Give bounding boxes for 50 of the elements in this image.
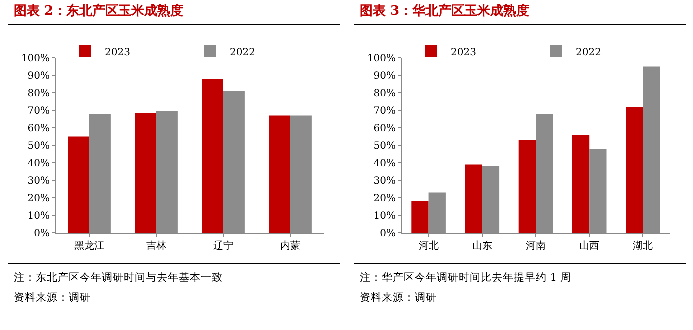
text: 注：华产区今年调研时间比去年提早约 1 周 (360, 271, 572, 286)
bar (202, 79, 224, 233)
y-tick-label: 0% (380, 228, 396, 240)
x-tick-label: 山西 (580, 240, 600, 252)
text: 注：东北产区今年调研时间与去年基本一致 (14, 271, 224, 286)
x-tick-label: 湖北 (633, 240, 654, 252)
bar (135, 113, 156, 233)
y-tick-label: 90% (28, 71, 50, 82)
y-tick-label: 30% (374, 176, 396, 187)
x-tick-label: 内蒙 (280, 240, 300, 252)
y-tick-label: 40% (28, 158, 50, 170)
bar (269, 116, 290, 233)
y-tick-label: 70% (374, 106, 396, 117)
y-tick-label: 50% (28, 141, 50, 152)
bar (68, 136, 90, 233)
x-tick-label: 山东 (472, 240, 492, 252)
legend-label: 2023 (451, 47, 476, 58)
text: 资料来源：调研 (360, 291, 438, 306)
y-tick-label: 90% (374, 71, 396, 82)
legend-label: 2022 (576, 47, 602, 58)
x-tick-label: 黑龙江 (74, 240, 104, 252)
chart-title: 图表 2：东北产区玉米成熟度 (8, 0, 340, 25)
x-tick-label: 吉林 (146, 240, 166, 252)
text: 资料来源：调研 (14, 291, 92, 306)
bar (465, 164, 482, 233)
bar (626, 107, 644, 233)
legend-label: 2022 (230, 47, 256, 58)
y-tick-label: 10% (28, 211, 50, 222)
y-tick-label: 100% (367, 54, 396, 64)
x-tick-label: 河南 (526, 240, 546, 252)
y-tick-label: 0% (34, 228, 50, 240)
legend-label: 2023 (105, 47, 130, 58)
y-tick-label: 20% (28, 194, 50, 204)
y-tick-label: 100% (21, 54, 50, 64)
bar (412, 202, 429, 233)
bar (572, 135, 590, 233)
y-tick-label: 10% (374, 211, 396, 222)
y-tick-label: 40% (374, 158, 396, 170)
y-tick-label: 30% (28, 176, 50, 187)
bar (518, 140, 536, 233)
y-tick-label: 80% (28, 88, 50, 100)
y-tick-label: 50% (374, 141, 396, 152)
y-tick-label: 60% (374, 124, 396, 134)
x-tick-label: 河北 (418, 240, 439, 252)
y-tick-label: 20% (374, 194, 396, 204)
y-tick-label: 60% (28, 124, 50, 134)
y-tick-label: 80% (374, 88, 396, 100)
x-tick-label: 辽宁 (214, 240, 234, 252)
chart-title: 图表 3：华北产区玉米成熟度 (354, 0, 686, 25)
y-tick-label: 70% (28, 106, 50, 117)
